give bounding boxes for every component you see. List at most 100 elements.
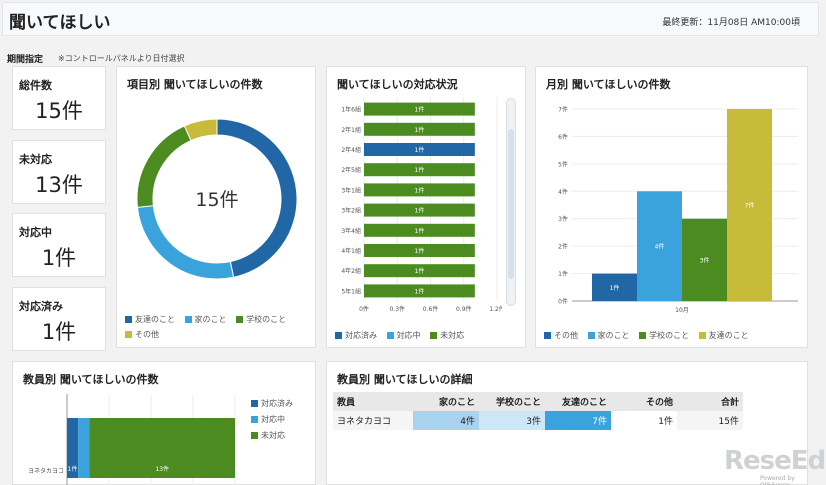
donut-slice[interactable] xyxy=(136,125,192,208)
bar-label: 1件 xyxy=(415,287,425,295)
bar[interactable] xyxy=(592,273,637,301)
bar[interactable] xyxy=(727,109,772,301)
bar-segment[interactable] xyxy=(364,223,475,237)
teacher-count-panel[interactable]: 教員別 聞いてほしいの件数 1件 13件 ヨネタカヨコ 対応済み 対応中 未対応 xyxy=(12,361,316,485)
legend-swatch xyxy=(236,316,244,323)
kpi-value: 15件 xyxy=(35,99,83,123)
column-header[interactable]: 合計 xyxy=(677,392,743,411)
x-tick-label: 0.9件 xyxy=(456,305,472,313)
legend-item[interactable]: その他 xyxy=(125,327,159,342)
bar-label: 1件 xyxy=(415,247,425,255)
bar-segment[interactable] xyxy=(364,183,475,197)
column-header[interactable]: 家のこと xyxy=(413,392,479,411)
legend-item[interactable]: 学校のこと xyxy=(236,312,286,327)
bar-segment[interactable] xyxy=(364,264,475,278)
column-header[interactable]: 学校のこと xyxy=(479,392,545,411)
bar-segment[interactable] xyxy=(364,203,475,217)
kpi-unhandled[interactable]: 未対応 13件 xyxy=(12,140,106,204)
kpi-in-progress[interactable]: 対応中 1件 xyxy=(12,213,106,277)
legend-item[interactable]: その他 xyxy=(544,330,578,341)
kpi-value: 1件 xyxy=(41,246,77,270)
period-label[interactable]: 期間指定 xyxy=(7,55,44,65)
status-panel[interactable]: 聞いてほしいの対応状況 0件 0.3件 0.6件 0.9件 1.2件 1年6組 1件 2年1組… xyxy=(326,66,526,348)
x-tick-label: 0.6件 xyxy=(423,305,439,313)
page-header: 聞いてほしい 最終更新：11月08日 AM10:00頃 xyxy=(2,2,819,36)
table-cell: 4件 xyxy=(413,411,479,430)
bar-segment[interactable] xyxy=(78,418,90,478)
bar-segment[interactable] xyxy=(364,284,475,298)
legend-item[interactable]: 友達のこと xyxy=(125,312,175,327)
bar-label: 1件 xyxy=(415,166,425,174)
donut-panel[interactable]: 項目別 聞いてほしいの件数 15件 友達のこと 家のこと 学校のこと その他 xyxy=(116,66,316,348)
bar-label: 1件 xyxy=(415,146,425,154)
donut-chart[interactable]: 15件 xyxy=(117,89,317,319)
y-tick-label: 2件 xyxy=(558,243,568,251)
legend-label: 家のこと xyxy=(597,331,630,340)
teacher-detail-panel[interactable]: 教員別 聞いてほしいの詳細 教員 家のこと 学校のこと 友達のこと その他 合計… xyxy=(326,361,808,485)
bar-label: 1件 xyxy=(415,227,425,235)
panel-title: 教員別 聞いてほしいの件数 xyxy=(23,373,159,386)
bar[interactable] xyxy=(637,191,682,301)
y-tick-label: 1年6組 xyxy=(341,106,361,114)
bar-segment[interactable] xyxy=(364,244,475,257)
legend-item[interactable]: 友達のこと xyxy=(698,330,749,341)
legend-swatch xyxy=(184,316,192,323)
period-note: ※コントロールパネルより日付選択 xyxy=(58,54,185,63)
bar-label: 1件 xyxy=(415,186,425,194)
legend-item[interactable]: 対応済み xyxy=(335,330,377,341)
status-bar-chart[interactable]: 0件 0.3件 0.6件 0.9件 1.2件 1年6組 1件 2年1組 1件 2年4組 1件 2年5組… xyxy=(327,89,502,319)
bar-segment[interactable] xyxy=(364,163,475,177)
bar-segment[interactable] xyxy=(364,122,475,136)
legend-item[interactable]: 対応中 xyxy=(386,330,421,341)
legend-label: 学校のこと xyxy=(649,331,690,340)
watermark-subtext: Powered by QlikSense xyxy=(760,475,795,485)
kpi-label: 総件数 xyxy=(19,79,52,92)
legend-item[interactable]: 家のこと xyxy=(184,312,227,327)
page-title: 聞いてほしい xyxy=(9,13,111,33)
column-header[interactable]: 友達のこと xyxy=(545,392,611,411)
legend-label: 家のこと xyxy=(194,315,227,324)
x-tick-label: 0件 xyxy=(359,305,369,313)
kpi-value: 13件 xyxy=(35,173,83,197)
legend-label: 対応中 xyxy=(396,331,421,340)
legend-swatch xyxy=(125,331,132,338)
bar[interactable] xyxy=(682,218,727,301)
scrollbar-thumb[interactable] xyxy=(508,129,514,279)
legend-item[interactable]: 対応済み xyxy=(251,396,293,412)
column-header[interactable]: 教員 xyxy=(333,392,413,411)
donut-slice[interactable] xyxy=(183,118,218,142)
column-header[interactable]: その他 xyxy=(611,392,677,411)
bar-segment[interactable] xyxy=(364,102,475,116)
legend-swatch xyxy=(251,432,258,439)
legend-swatch xyxy=(698,332,706,339)
legend-label: 友達のこと xyxy=(708,331,749,340)
table-cell: 1件 xyxy=(611,411,677,430)
legend-item[interactable]: 家のこと xyxy=(587,330,630,341)
kpi-label: 対応済み xyxy=(19,300,63,313)
legend-item[interactable]: 対応中 xyxy=(251,412,293,428)
kpi-done[interactable]: 対応済み 1件 xyxy=(12,287,106,351)
table-header-row: 教員 家のこと 学校のこと 友達のこと その他 合計 xyxy=(333,392,743,411)
y-tick-label: 6件 xyxy=(558,133,568,141)
donut-slice[interactable] xyxy=(136,205,235,280)
table-cell: 7件 xyxy=(545,411,611,430)
bar-segment[interactable] xyxy=(89,418,236,478)
monthly-bar-chart[interactable]: 0件 1件 2件 3件 4件 5件 6件 7件 1件 4件 3件 7件 10月 xyxy=(536,89,809,324)
monthly-panel[interactable]: 月別 聞いてほしいの件数 0件 1件 2件 3件 4件 5件 6件 7件 1件 4件 3件 7件 10月… xyxy=(535,66,808,348)
panel-title: 聞いてほしいの対応状況 xyxy=(337,78,458,91)
y-tick-label: 2年4組 xyxy=(341,146,361,154)
y-tick-label: 1件 xyxy=(558,270,568,278)
legend-item[interactable]: 未対応 xyxy=(251,428,293,444)
kpi-label: 未対応 xyxy=(19,153,52,166)
teacher-bar-chart[interactable]: 1件 13件 ヨネタカヨコ xyxy=(13,386,238,485)
bar-segment[interactable] xyxy=(364,143,475,156)
legend-item[interactable]: 未対応 xyxy=(430,330,464,341)
kpi-total[interactable]: 総件数 15件 xyxy=(12,66,106,130)
panel-title: 教員別 聞いてほしいの詳細 xyxy=(337,373,473,386)
bar-segment[interactable] xyxy=(67,418,79,478)
legend-item[interactable]: 学校のこと xyxy=(639,330,689,341)
chart-scrollbar[interactable] xyxy=(506,98,516,306)
table-cell: 3件 xyxy=(479,411,545,430)
panel-title: 月別 聞いてほしいの件数 xyxy=(546,78,671,91)
table-row[interactable]: ヨネタカヨコ 4件 3件 7件 1件 15件 xyxy=(333,411,743,430)
